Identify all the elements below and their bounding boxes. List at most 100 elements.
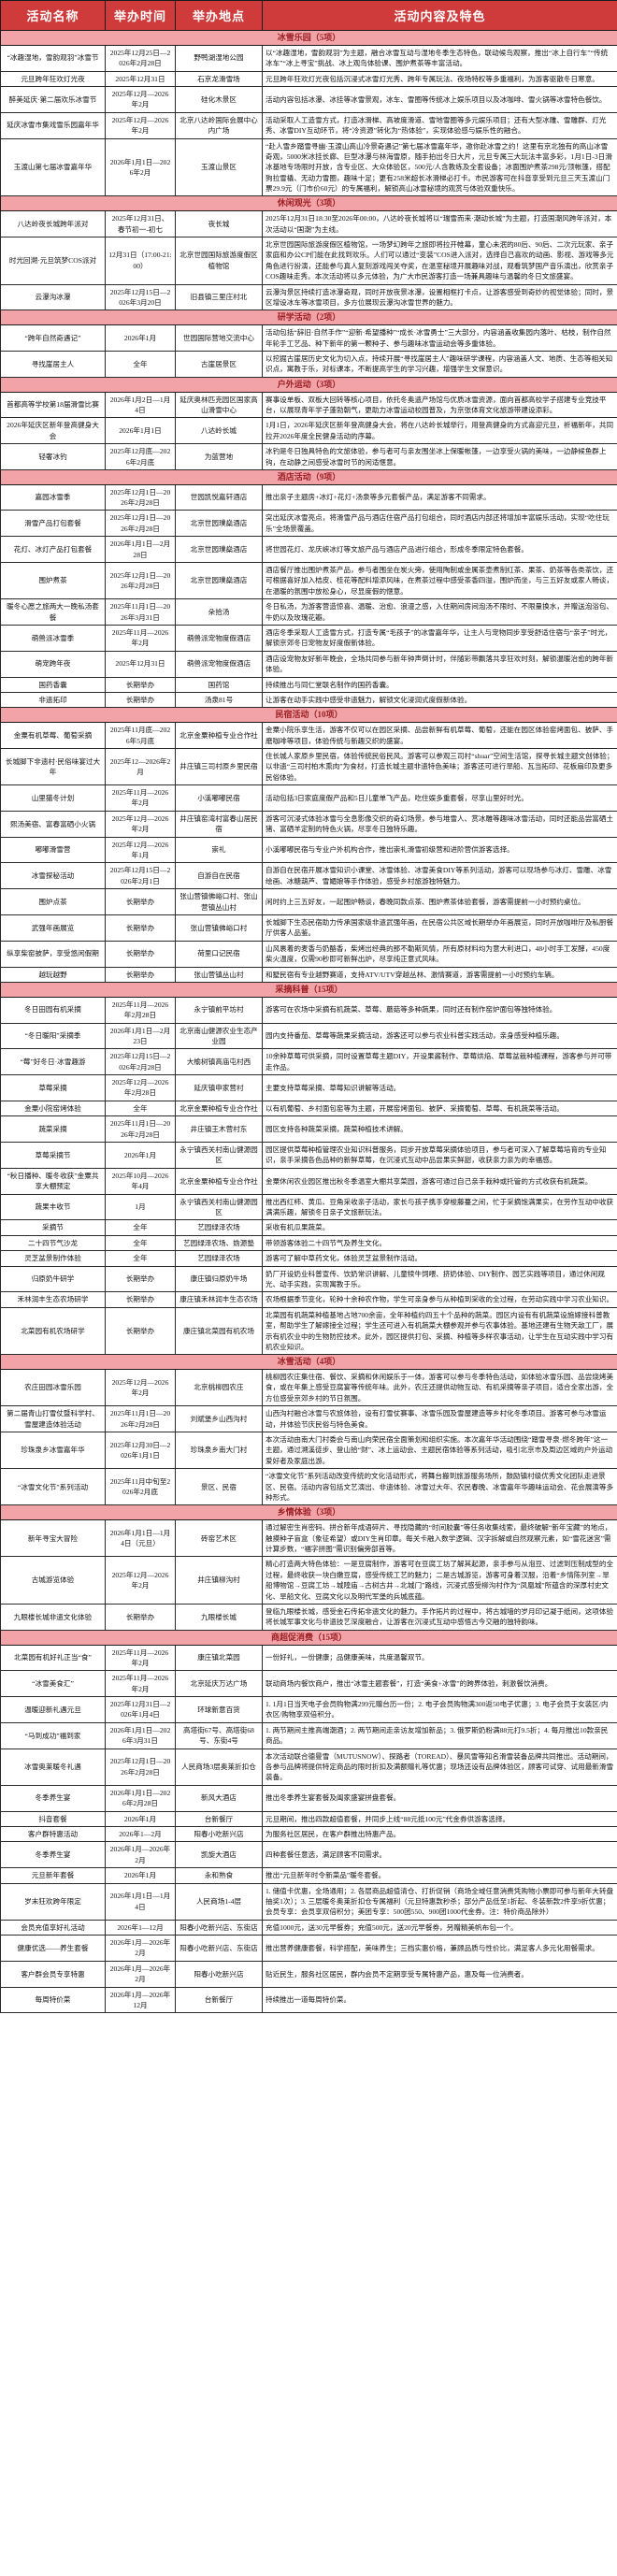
activity-place-cell: 九眼楼长城 [175, 1603, 263, 1631]
activity-desc-cell: “赴人雪乡踏雪寻幽·玉渡山高山冷景奇遇记”第七届冰雪嘉年华，邀你赴冰雪之约！这里… [262, 137, 617, 197]
activity-time-cell: 2026年1月 [105, 324, 176, 352]
section-title: 研学活动（2项） [0, 309, 617, 326]
activity-desc-cell: 贴近民生，服务社区居民，群内会员不定期享受专属特惠产品，惠及每一位消费者。 [262, 1960, 617, 1988]
activity-time-cell: 长期举办 [105, 914, 176, 942]
activity-place-cell: 北京金粟种植专业合作社 [175, 1100, 263, 1117]
activity-name-cell: 九眼楼长城非遗文化体验 [0, 1603, 106, 1631]
activity-desc-cell: 山风裹着的麦香与奶酪香，柴烤出经典的那不勒斯风情，所有原材料均为意大利进口，48… [262, 940, 617, 968]
activities-document: 活动名称 举办时间 举办地点 活动内容及特色 冰雪乐园（5项） “冰趣湿地，雪韵观… [0, 0, 617, 2014]
activity-time-cell: 2025年12月—2026年2月 [105, 85, 176, 113]
activity-row: 元旦跨年狂欢灯光夜 2025年12月31日 石京龙滑雪场 元旦跨年狂欢灯光夜包括沉浸式… [0, 70, 617, 87]
activity-place-cell: 阳春小吃新兴店、东街店 [175, 1935, 263, 1962]
activity-name-cell: 时光回溯·元旦筑梦COS派对 [0, 237, 106, 285]
section-title: 酒店活动（9项） [0, 468, 617, 485]
activity-desc-cell: 推出“元旦新年时令新菜品”暖冬套餐。 [262, 1867, 617, 1884]
section-title: 冰雪乐园（5项） [0, 30, 617, 46]
activity-name-cell: “马到成功”福到家 [0, 1721, 106, 1749]
activity-desc-cell: 以有机葡萄、乡村面包窑等为主题，开展窑烤面包、披萨、采摘葡萄、草莓、有机蔬菜等活… [262, 1100, 617, 1117]
activity-time-cell: 2026年1月1日—1月4日（元旦） [105, 1519, 176, 1558]
section-header-row: 休闲观光（3项） [0, 195, 617, 212]
section-header-row: 户外运动（3项） [0, 376, 617, 393]
activity-row: 冰雪奥莱暖冬礼遇 2025年12月1日—2026年2月28日 人民商场3层奥莱折扣仓… [0, 1748, 617, 1786]
activity-name-cell: 萌宠跨年夜 [0, 650, 106, 678]
activity-desc-cell: 一份好礼，一份健康；品健康美味，共度温馨双节。 [262, 1644, 617, 1672]
activity-row: 延庆冰雪市集戏雪乐园嘉年华 2025年12月—2026年2月 北京八达岭国际会展中心… [0, 111, 617, 139]
activity-name-cell: 元旦新年套餐 [0, 1867, 106, 1884]
activity-name-cell: 蔬果丰收节 [0, 1193, 106, 1221]
activity-name-cell: 滑雪产品打包套餐 [0, 510, 106, 538]
activity-place-cell: 北京南山健源农业生态产业园 [175, 1022, 263, 1050]
activity-name-cell: 围炉点茶 [0, 888, 106, 915]
section-title: 冰雪活动（4项） [0, 1354, 617, 1371]
activity-time-cell: 2025年12月15日—2026年2月28日 [105, 1048, 176, 1076]
activity-row: 客户群特惠活动 2026年1—2月 阳春小吃新兴店 为服务社区居民，在客户群推出特惠产… [0, 1825, 617, 1843]
activity-desc-cell: 1. 两节期间主推高端潮酒；2. 两节期间走亲访友增加新品；3. 俄罗斯奶粉满8… [262, 1721, 617, 1749]
activity-row: 寻找崖居主人 全年 古崖居景区 以挖掘古崖居历史文化为切入点，持续开展“寻找崖居主人”… [0, 350, 617, 378]
activity-desc-cell: 推出冬季养生宴套餐及阖家盛宴拼盘套餐。 [262, 1784, 617, 1812]
activity-desc-cell: 赛事设单板、双板大回转等核心项目，依托冬奥遗产场馆与优质冰雪资源，面向首都高校学… [262, 391, 617, 419]
activity-row: “马到成功”福到家 2026年1月1日—2026年3月31日 高塔街67号、高塔街6… [0, 1721, 617, 1749]
section-header-row: 商超促消费（15项） [0, 1629, 617, 1646]
activity-name-cell: 归原奶牛研学 [0, 1265, 106, 1293]
activity-row: 客户群会员专享特惠 2026年1月—2026年2月 阳春小吃新兴店 贴近民生，服务社区… [0, 1960, 617, 1988]
activity-name-cell: 灵芝盆景制作体验 [0, 1250, 106, 1267]
activity-time-cell: 2026年1月—2026年12月 [105, 1986, 176, 2014]
activity-desc-cell: 四种套餐任意选，满足顾客不同需求。 [262, 1841, 617, 1869]
activity-row: 萌兽派冰雪季 2025年11月—2026年2月 萌兽派宠物度假酒店 酒店冬季采取人工造… [0, 625, 617, 652]
activity-name-cell: 冬季养生宴 [0, 1841, 106, 1869]
activity-desc-cell: 采收有机瓜果蔬菜。 [262, 1219, 617, 1236]
activity-desc-cell: “冰雪文化节”系列活动改变传统的文化活动形式，将舞台搬到旅游服务场所，鼓励镇村级… [262, 1468, 617, 1506]
activity-place-cell: 刘斌堡乡山西沟村 [175, 1405, 263, 1433]
activity-place-cell: 朵拾汤 [175, 598, 263, 626]
activity-place-cell: 大榆树镇高庙屯村西 [175, 1048, 263, 1076]
activity-row: 珍珠泉乡冰雪嘉年华 2025年12月30日—2026年1月1日 珍珠泉乡南大门村 本次… [0, 1432, 617, 1470]
activity-time-cell: 2025年12月31日 [105, 650, 176, 678]
activity-row: 禾林润丰生态农场研学 长期举办 康庄镇禾林润丰生态农场 农场根据季节变化，轮种十余种农… [0, 1291, 617, 1308]
activity-desc-cell: 闲时约上三五好友，一起围炉畅谈，春晚同款点茶、围炉煮茶体验套餐，游客需提前一小时… [262, 888, 617, 915]
activity-row: 暖冬心愿之旅两大一晚私汤套餐 2025年11月1日—2026年3月31日 朵拾汤 冬日… [0, 598, 617, 626]
activity-row: 滑雪产品打包套餐 2025年12月1日—2026年2月28日 北京世园璞燊酒店 突出延… [0, 510, 617, 538]
activity-time-cell: 长期举办 [105, 1603, 176, 1631]
activity-name-cell: 围炉煮茶 [0, 562, 106, 600]
activity-name-cell: 萌兽派冰雪季 [0, 625, 106, 652]
activity-desc-cell: 突出延庆冰雪亮点，将滑雪产品与酒店住宿产品打包组合，同时酒店内部还将增加丰富娱乐… [262, 510, 617, 538]
activity-place-cell: 高塔街67号、高塔街68号、东街4号 [175, 1721, 263, 1749]
activity-time-cell: 2026年1月1日—2月23日 [105, 1022, 176, 1050]
activity-row: 围炉煮茶 2025年12月1日—2026年2月28日 北京世园璞燊酒店 酒店餐厅推出围… [0, 562, 617, 600]
activity-time-cell: 2026年1月 [105, 1810, 176, 1827]
section-title: 民宿活动（10项） [0, 707, 617, 724]
activity-name-cell: 采摘节 [0, 1219, 106, 1236]
activity-time-cell: 12月31日（17:00-21:00） [105, 237, 176, 285]
activity-row: “跨年自然奇遇记” 2026年1月 世园国际营地交流中心 活动包括“辞旧·自然手作”“… [0, 324, 617, 352]
activity-time-cell: 2025年12月—2026年2月28日 [105, 1074, 176, 1101]
activity-place-cell: 人民商场1-4层 [175, 1882, 263, 1921]
activity-name-cell: 客户群会员专享特惠 [0, 1960, 106, 1988]
activity-row: 2026年延庆区新年登高健身大会 2026年1月1日 八达岭长城 1月1日，2026年… [0, 417, 617, 445]
activity-time-cell: 2025年11月—2026年2月 [105, 1644, 176, 1672]
activity-time-cell: 2026年1月1日—1月4日 [105, 1882, 176, 1921]
activity-row: 每周特价菜 2026年1月—2026年12月 台新餐厅 持续推出一道每周特价菜。 [0, 1986, 617, 2014]
activity-time-cell: 2026年1月1日—2026年2月 [105, 137, 176, 197]
activity-name-cell: 云瀑沟冰瀑 [0, 283, 106, 311]
activity-name-cell: 古城游览体验 [0, 1556, 106, 1605]
activity-name-cell: 第二届青山打雪仗暨科学村、雪屋建造体验活动 [0, 1405, 106, 1433]
activity-row: 熙汤美宿、富春富硒小火锅 2025年12月—2026年2月 井庄镇窑湾村富春山居民宿… [0, 810, 617, 838]
activity-desc-cell: 以挖掘古崖居历史文化为切入点，持续开展“寻找崖居主人”趣味研学课程，内容涵盖人文… [262, 350, 617, 378]
activity-desc-cell: 金粟休闲农业园区推出秋冬季温室大棚共享菜园，游客可通过自己亲手栽种或托管的方式收… [262, 1167, 617, 1195]
activity-name-cell: 温暖迎新礼遇元旦 [0, 1696, 106, 1723]
activity-row: 轻奢冰钓 2025年12月底—2026年2月底 为蓝营地 冰钓是冬日独具特色的文旅体验… [0, 443, 617, 470]
activity-time-cell: 2026年1月 [105, 1867, 176, 1884]
activity-row: 玉渡山第七届冰雪嘉年华 2026年1月1日—2026年2月 玉渡山景区 “赴人雪乡踏雪… [0, 137, 617, 197]
activity-time-cell: 2025年12月—2026年2月 [105, 111, 176, 139]
activity-time-cell: 2025年11月1日—2026年3月31日 [105, 598, 176, 626]
activity-time-cell: 长期举办 [105, 691, 176, 709]
activity-time-cell: 2026年1月1日—2026年3月31日 [105, 1721, 176, 1749]
activity-name-cell: 蔬菜采摘 [0, 1115, 106, 1144]
activity-time-cell: 2025年12月1日—2026年2月28日 [105, 483, 176, 511]
activity-place-cell: 世园凯悦嘉轩酒店 [175, 483, 263, 511]
activity-desc-cell: 将世园花灯、龙庆峡冰灯等文旅产品与酒店产品进行组合，形成冬季限定特色套餐。 [262, 536, 617, 564]
activity-name-cell: 嘟嘟滑雪营 [0, 836, 106, 864]
activity-time-cell: 2025年12月30日—2026年1月1日 [105, 1432, 176, 1470]
activity-row: 八达岭夜长城跨年派对 2025年12月31日、春节初一-初七 夜长城 2025年12月… [0, 210, 617, 238]
activity-time-cell: 全年 [105, 350, 176, 378]
